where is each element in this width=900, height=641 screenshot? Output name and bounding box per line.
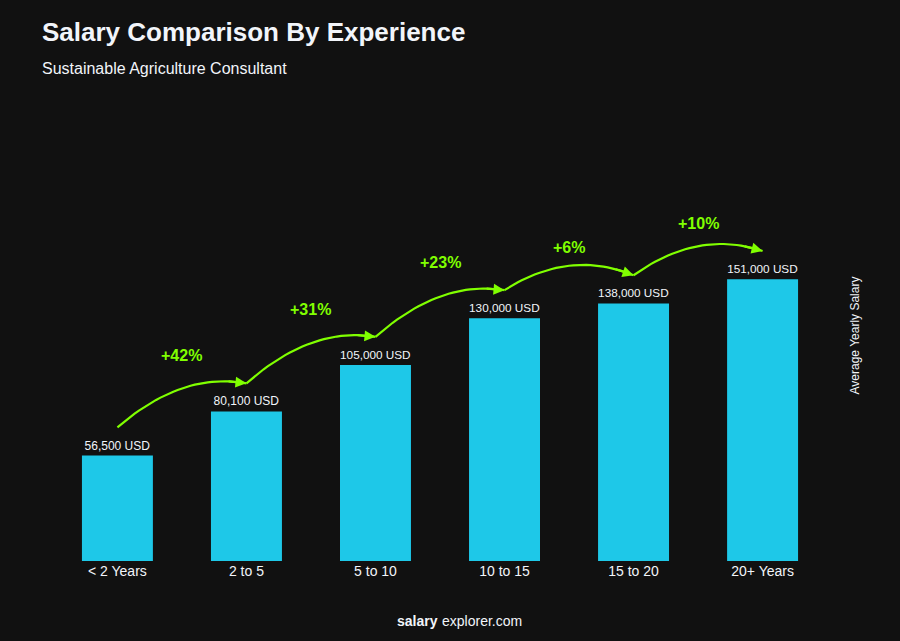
svg-text:56,500 USD: 56,500 USD (85, 439, 151, 453)
svg-text:< 2 Years: < 2 Years (88, 563, 147, 579)
svg-text:20+ Years: 20+ Years (731, 563, 794, 579)
svg-text:salary: salary (397, 613, 438, 629)
svg-text:15 to 20: 15 to 20 (608, 563, 659, 579)
svg-text:2 to 5: 2 to 5 (229, 563, 264, 579)
svg-text:explorer.com: explorer.com (442, 613, 522, 629)
svg-text:138,000 USD: 138,000 USD (598, 286, 669, 299)
svg-text:151,000 USD: 151,000 USD (727, 262, 798, 275)
svg-text:Salary Comparison By Experienc: Salary Comparison By Experience (42, 17, 465, 47)
svg-text:+42%: +42% (161, 347, 202, 364)
svg-text:+31%: +31% (290, 301, 331, 318)
svg-text:Sustainable Agriculture Consul: Sustainable Agriculture Consultant (42, 60, 287, 77)
svg-text:5 to 10: 5 to 10 (354, 563, 397, 579)
svg-text:10 to 15: 10 to 15 (479, 563, 530, 579)
svg-text:+10%: +10% (678, 215, 719, 232)
svg-text:80,100 USD: 80,100 USD (214, 394, 280, 408)
svg-text:+23%: +23% (420, 254, 461, 271)
svg-text:+6%: +6% (553, 239, 585, 256)
svg-text:Average Yearly Salary: Average Yearly Salary (848, 277, 862, 395)
svg-text:130,000 USD: 130,000 USD (469, 301, 540, 314)
svg-text:105,000 USD: 105,000 USD (340, 348, 411, 361)
